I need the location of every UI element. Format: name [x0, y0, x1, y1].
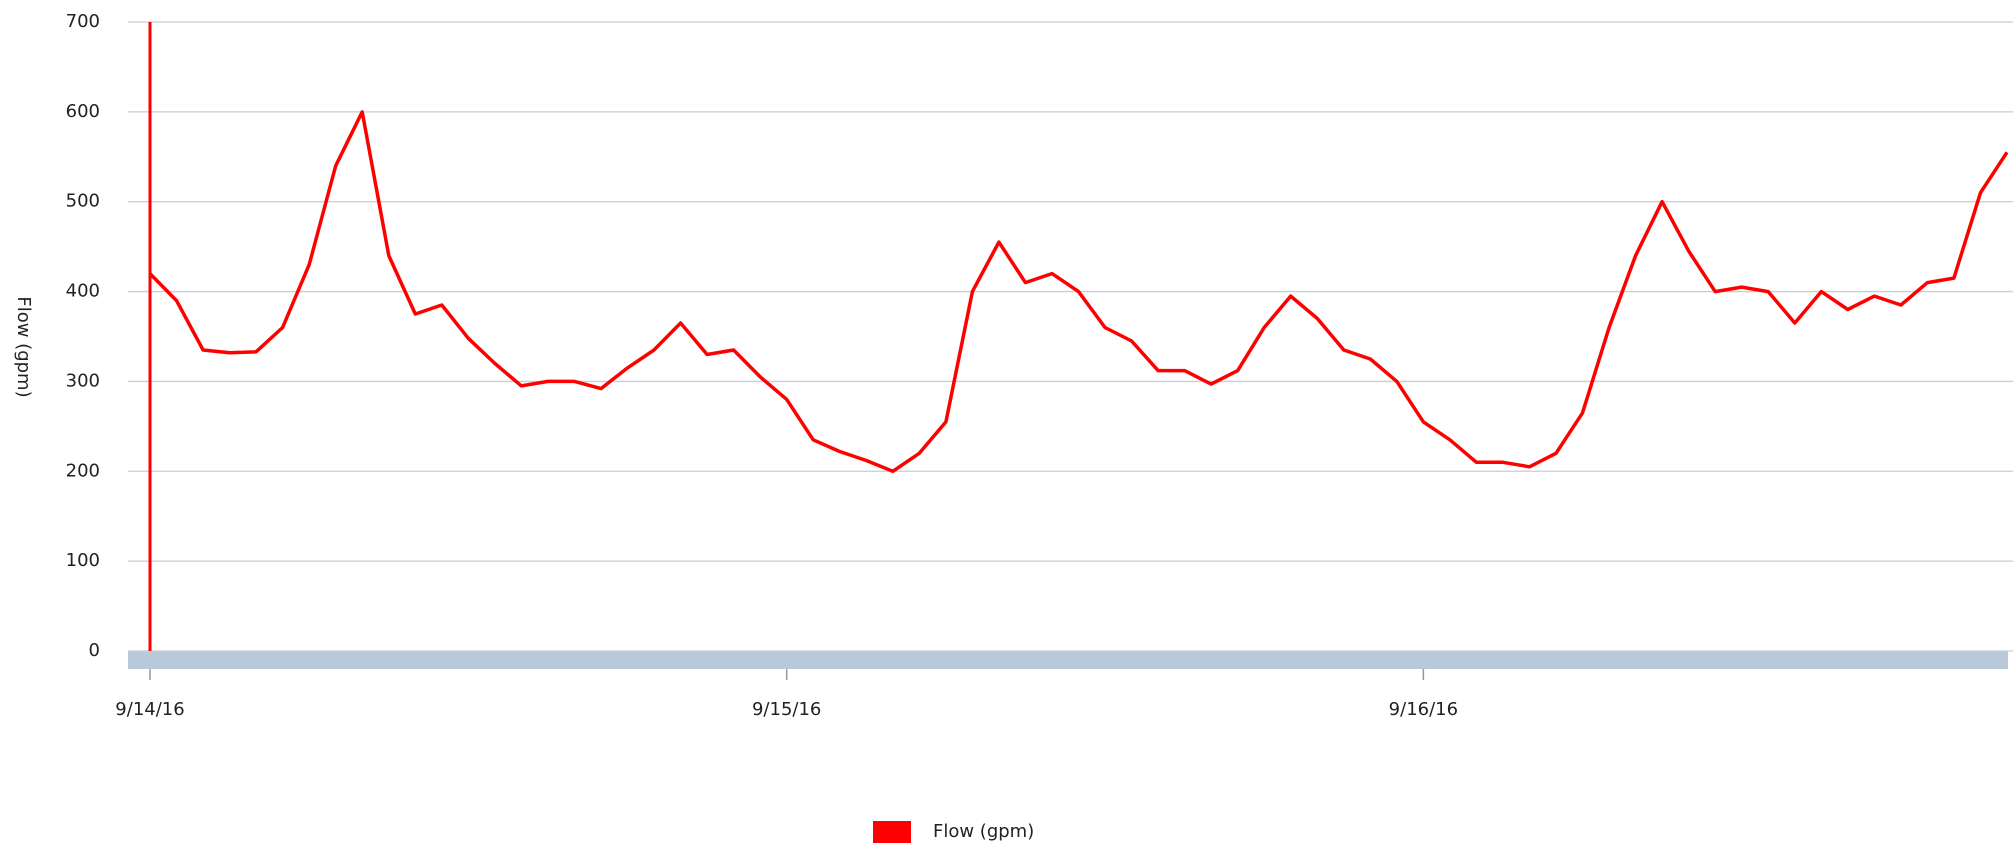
x-tick-label: 9/15/16 [752, 699, 821, 720]
y-tick-label: 0 [89, 640, 100, 661]
series-line [148, 110, 2009, 474]
y-tick-label: 200 [66, 460, 100, 481]
legend-label: Flow (gpm) [933, 821, 1034, 842]
y-tick-label: 100 [66, 550, 100, 571]
legend-swatch [873, 821, 911, 843]
x-tick-label: 9/14/16 [115, 699, 184, 720]
y-tick-label: 500 [66, 191, 100, 212]
x-tick-label: 9/16/16 [1389, 699, 1458, 720]
y-axis-title: Flow (gpm) [13, 296, 34, 397]
y-tick-label: 400 [66, 281, 100, 302]
y-tick-label: 700 [66, 11, 100, 32]
y-tick-label: 600 [66, 101, 100, 122]
x-axis-band [128, 651, 2008, 669]
y-tick-label: 300 [66, 370, 100, 391]
